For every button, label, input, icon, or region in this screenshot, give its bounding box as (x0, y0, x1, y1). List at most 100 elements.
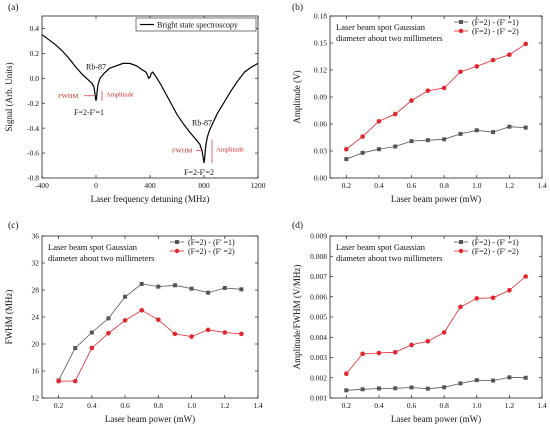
y-tick-label: -0.8 (27, 174, 39, 183)
x-tick-label: 0.6 (407, 181, 417, 190)
x-tick-label: 0.4 (374, 401, 384, 410)
data-point (392, 349, 398, 355)
x-tick-label: 1.4 (537, 401, 547, 410)
data-point (206, 290, 211, 295)
fwhm-label: FWHM (58, 93, 78, 100)
data-point (490, 295, 496, 301)
data-point (523, 274, 528, 279)
legend-marker (175, 240, 179, 244)
legend-label: (F=2) - (F' =2) (472, 247, 519, 256)
data-point (474, 296, 480, 301)
y-tick-label: 0.06 (314, 120, 327, 129)
transition-label: F=2-F'=2 (184, 168, 214, 177)
x-tick-label: 400 (144, 181, 156, 190)
amplitude-label: Amplitude (216, 146, 244, 153)
x-tick-label: 1.0 (472, 181, 482, 190)
y-tick-label: 20 (32, 340, 40, 349)
legend-label: (F=2) - (F' =1) (472, 18, 519, 27)
data-point (376, 386, 381, 391)
y-tick-label: -0.2 (27, 99, 39, 108)
data-point (441, 85, 447, 91)
data-point (474, 64, 480, 69)
data-point (239, 331, 244, 337)
y-axis-label: Amplitude (V) (292, 70, 302, 123)
y-tick-label: 0.007 (310, 272, 327, 281)
y-tick-label: 0.006 (310, 292, 327, 301)
y-tick-label: 24 (32, 313, 40, 322)
y-tick-label: 0.003 (310, 353, 327, 362)
data-point (392, 111, 398, 117)
data-point (507, 124, 512, 129)
x-tick-label: 0.6 (120, 401, 130, 410)
y-tick-label: 36 (32, 232, 40, 241)
data-point (139, 307, 144, 313)
x-tick-label: 0.8 (439, 401, 449, 410)
data-point (360, 387, 365, 392)
x-tick-label: 1.0 (187, 401, 197, 410)
data-point (491, 130, 496, 135)
amplitude-label: Amplitude (106, 92, 134, 99)
y-tick-label: 0.03 (314, 147, 327, 156)
data-point (507, 52, 512, 57)
legend-marker (458, 28, 464, 34)
data-point (441, 330, 447, 335)
y-tick-label: 12 (32, 394, 40, 403)
data-point (507, 287, 512, 293)
data-point (523, 375, 528, 380)
y-tick-label: 0.15 (314, 39, 327, 48)
legend-box (135, 17, 257, 32)
data-point (360, 134, 365, 139)
y-tick-label: 0.09 (314, 93, 327, 102)
legend-marker (174, 248, 180, 254)
data-point (490, 57, 496, 63)
y-tick-label: 0.0 (30, 74, 40, 83)
data-point (507, 375, 512, 380)
x-tick-label: 0.2 (342, 401, 352, 410)
x-tick-label: 0.2 (342, 181, 352, 190)
peak-label: Rb-87 (192, 119, 212, 128)
note-line-1: Laser beam spot Gaussian (336, 22, 426, 32)
y-tick-label: -0.6 (27, 149, 39, 158)
y-tick-label: 16 (32, 367, 40, 376)
series-line (346, 43, 526, 150)
series-line (345, 276, 526, 374)
panel-2: 0.2 0.4 0.6 0.8 1.0 1.2 1.4 0.00 0.03 0.06 0.09 0.1… (292, 2, 547, 204)
data-point (458, 304, 463, 310)
panel-4: 0.2 0.4 0.6 0.8 1.0 1.2 1.4 0.001 0.002 0.003 0.00… (292, 220, 547, 424)
x-tick-label: -400 (35, 181, 49, 190)
data-point (344, 371, 349, 377)
x-tick-label: 800 (198, 181, 210, 190)
panel-label: (d) (292, 220, 303, 231)
data-point (72, 378, 78, 384)
data-point (106, 316, 111, 321)
x-axis-label: Laser beam power (mW) (391, 194, 481, 204)
data-point (409, 342, 414, 348)
y-tick-label: 0.18 (314, 12, 327, 21)
data-point (409, 139, 414, 144)
x-tick-label: 0.4 (374, 181, 384, 190)
data-point (360, 150, 365, 155)
data-point (376, 119, 382, 124)
y-tick-label: 0.4 (30, 24, 40, 33)
legend-marker (459, 20, 463, 24)
y-tick-label: 0.12 (314, 66, 327, 75)
data-point (56, 378, 61, 384)
note-line-2: diameter about two millimeters (48, 253, 154, 263)
data-point (442, 137, 447, 142)
data-point (189, 334, 194, 339)
data-point (122, 318, 128, 323)
data-point (344, 146, 349, 152)
legend-label: (F=2) - (F' =2) (472, 27, 519, 36)
transition-label: F=2-F'=1 (74, 108, 104, 117)
data-point (156, 284, 161, 289)
x-axis-label: Laser frequency detuning (MHz) (91, 194, 210, 204)
data-point (409, 385, 414, 390)
data-point (523, 41, 528, 47)
x-tick-label: 1200 (251, 181, 266, 190)
data-point (425, 386, 430, 391)
x-tick-label: 1.4 (537, 181, 547, 190)
note-line-1: Laser beam spot Gaussian (336, 242, 426, 252)
x-tick-label: 0 (94, 181, 98, 190)
data-point (360, 351, 365, 357)
y-axis-label: FWHM (MHz) (4, 290, 14, 345)
